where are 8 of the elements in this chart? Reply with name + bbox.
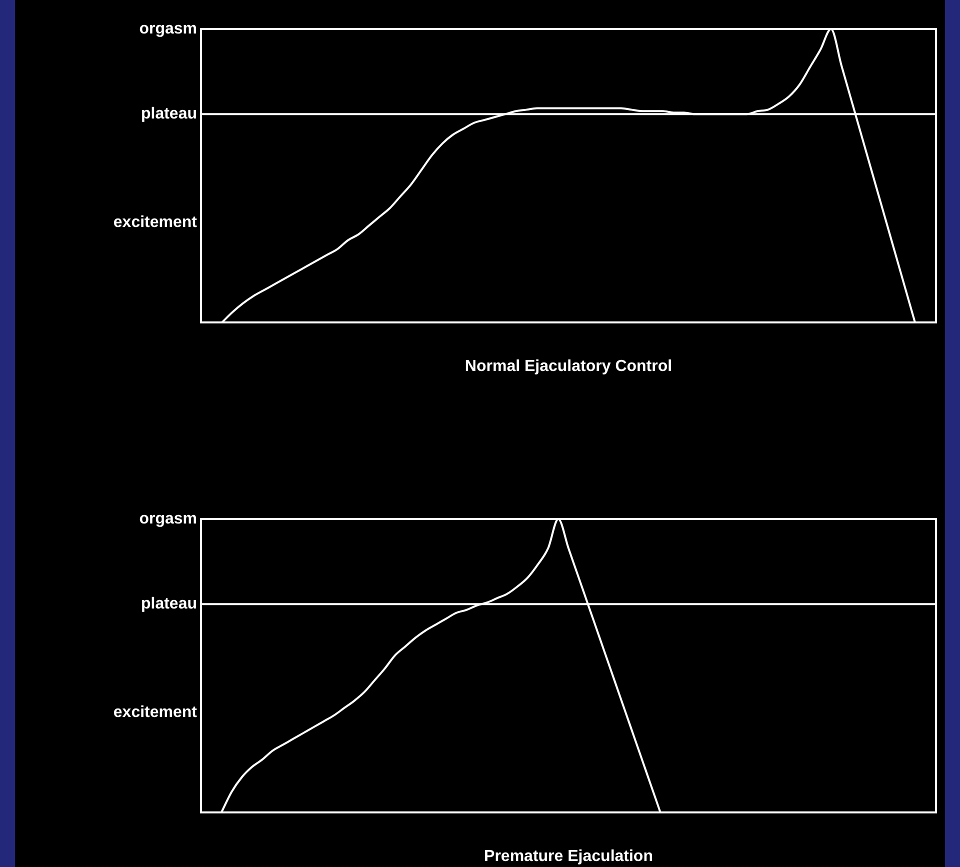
x-axis-title: Premature Ejaculation — [484, 848, 653, 865]
text: orgasm — [139, 510, 197, 528]
text: excitement — [113, 214, 198, 232]
ref-line-label: plateau — [140, 595, 197, 612]
ref-line-label: plateau — [140, 105, 197, 122]
text: orgasm — [139, 20, 197, 38]
text: excitement — [113, 704, 198, 722]
x-axis-title: Normal Ejaculatory Control — [464, 358, 672, 375]
